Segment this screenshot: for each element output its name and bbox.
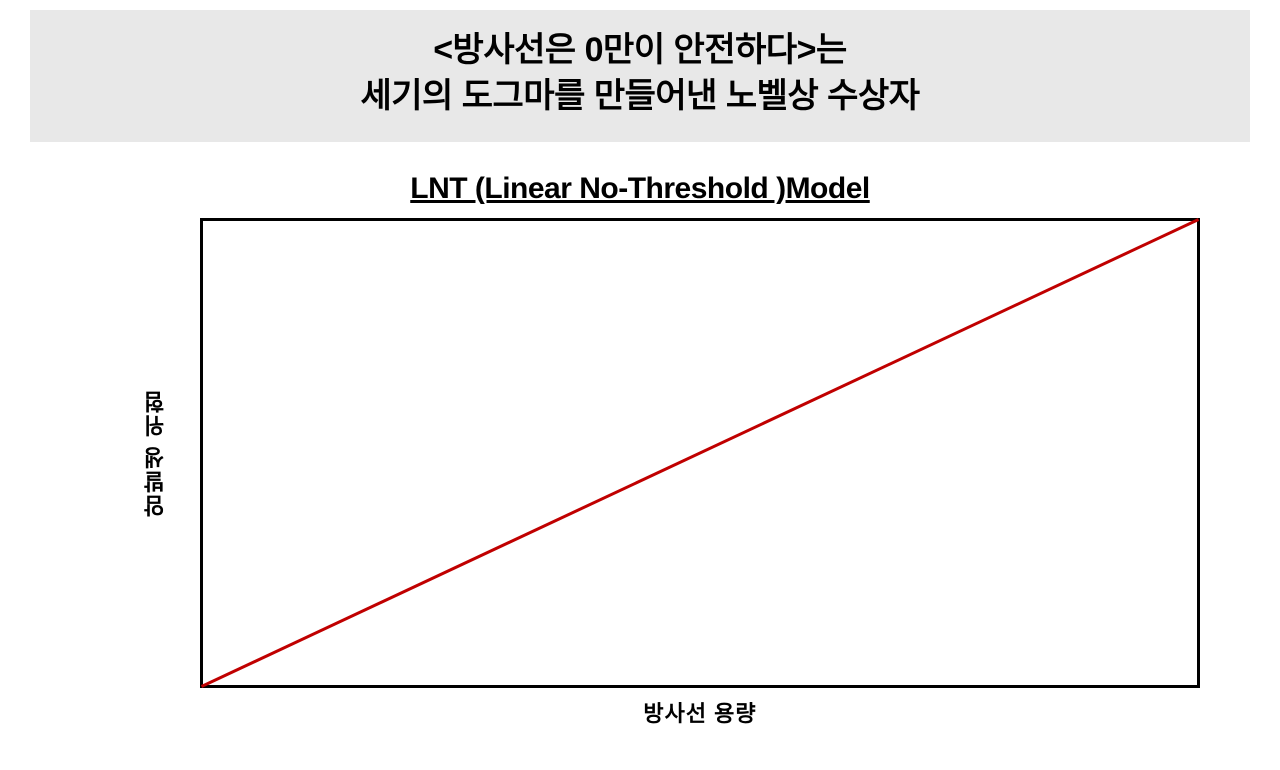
chart-svg (200, 218, 1200, 688)
header-title-line1: <방사선은 0만이 안전하다>는 (50, 28, 1230, 74)
x-axis-label: 방사선 용량 (643, 696, 756, 728)
chart-title: LNT (Linear No-Threshold )Model (0, 172, 1280, 206)
header-banner: <방사선은 0만이 안전하다>는 세기의 도그마를 만들어낸 노벨상 수상자 (30, 10, 1250, 142)
lnt-line (202, 219, 1199, 686)
chart-area: 암발생 위험 방사선 용량 (200, 218, 1200, 688)
y-axis-label: 암발생 위험 (140, 389, 172, 517)
header-title-line2: 세기의 도그마를 만들어낸 노벨상 수상자 (50, 74, 1230, 120)
